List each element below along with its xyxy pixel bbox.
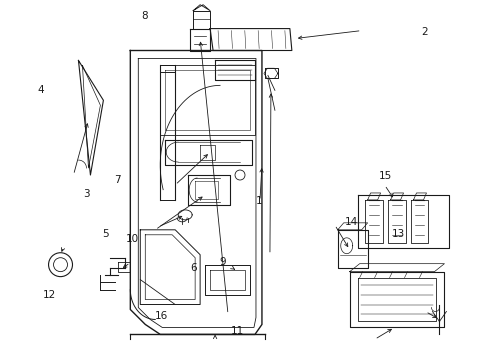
Text: 3: 3 bbox=[82, 189, 89, 199]
Text: 2: 2 bbox=[421, 27, 427, 37]
Text: 9: 9 bbox=[219, 257, 225, 267]
Text: 4: 4 bbox=[38, 85, 44, 95]
Text: 16: 16 bbox=[155, 311, 168, 321]
Text: 12: 12 bbox=[43, 290, 56, 300]
Text: 8: 8 bbox=[141, 11, 147, 21]
Text: 15: 15 bbox=[379, 171, 392, 181]
Text: 13: 13 bbox=[391, 229, 404, 239]
Text: 14: 14 bbox=[345, 217, 358, 227]
Text: 11: 11 bbox=[230, 325, 244, 336]
Text: 5: 5 bbox=[102, 229, 109, 239]
Text: 10: 10 bbox=[125, 234, 139, 244]
Text: 7: 7 bbox=[114, 175, 121, 185]
Text: 1: 1 bbox=[255, 196, 262, 206]
Text: 6: 6 bbox=[190, 263, 196, 273]
